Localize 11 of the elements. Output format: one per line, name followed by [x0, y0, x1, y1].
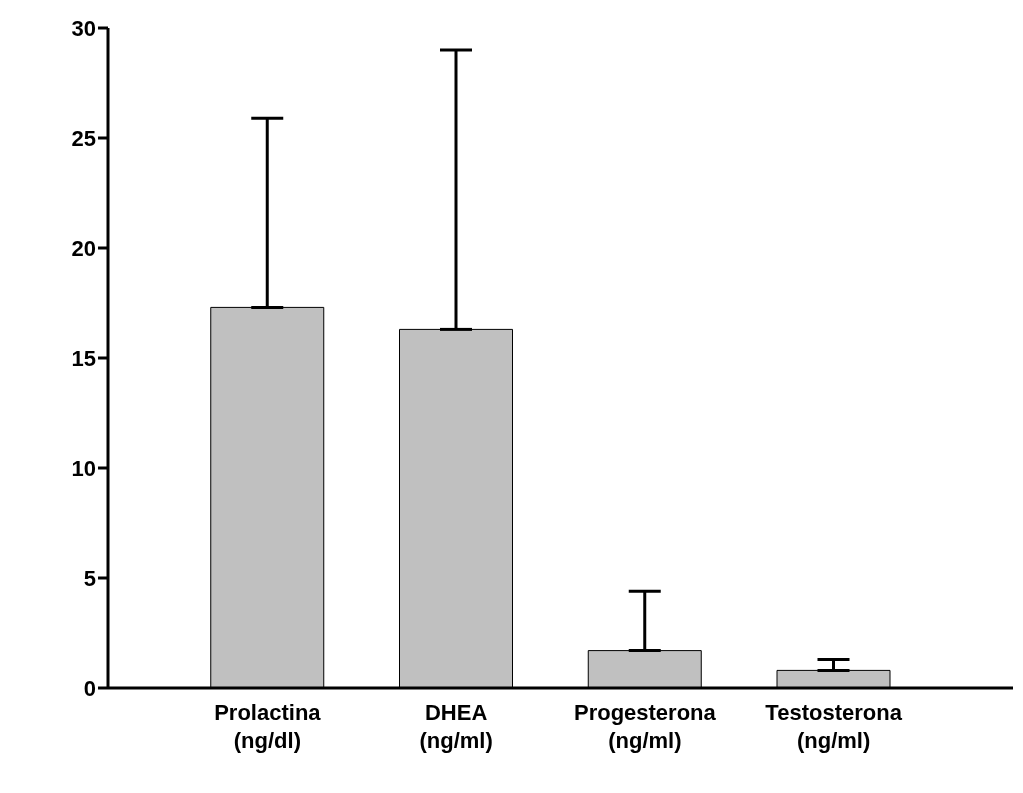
x-tick-label: Prolactina (ng/dl) [214, 700, 322, 753]
y-tick-label: 15 [71, 345, 96, 371]
y-tick-label: 25 [71, 125, 96, 151]
y-tick-label: 0 [83, 675, 96, 701]
x-tick-label: Testosterona (ng/ml) [765, 700, 903, 753]
y-tick-label: 20 [71, 235, 96, 261]
y-tick-label: 10 [71, 455, 96, 481]
x-tick-label: Progesterona (ng/ml) [573, 700, 717, 753]
y-tick-label: 30 [71, 15, 96, 41]
x-tick-label: DHEA (ng/ml) [419, 700, 493, 753]
y-tick-label: 5 [83, 565, 96, 591]
